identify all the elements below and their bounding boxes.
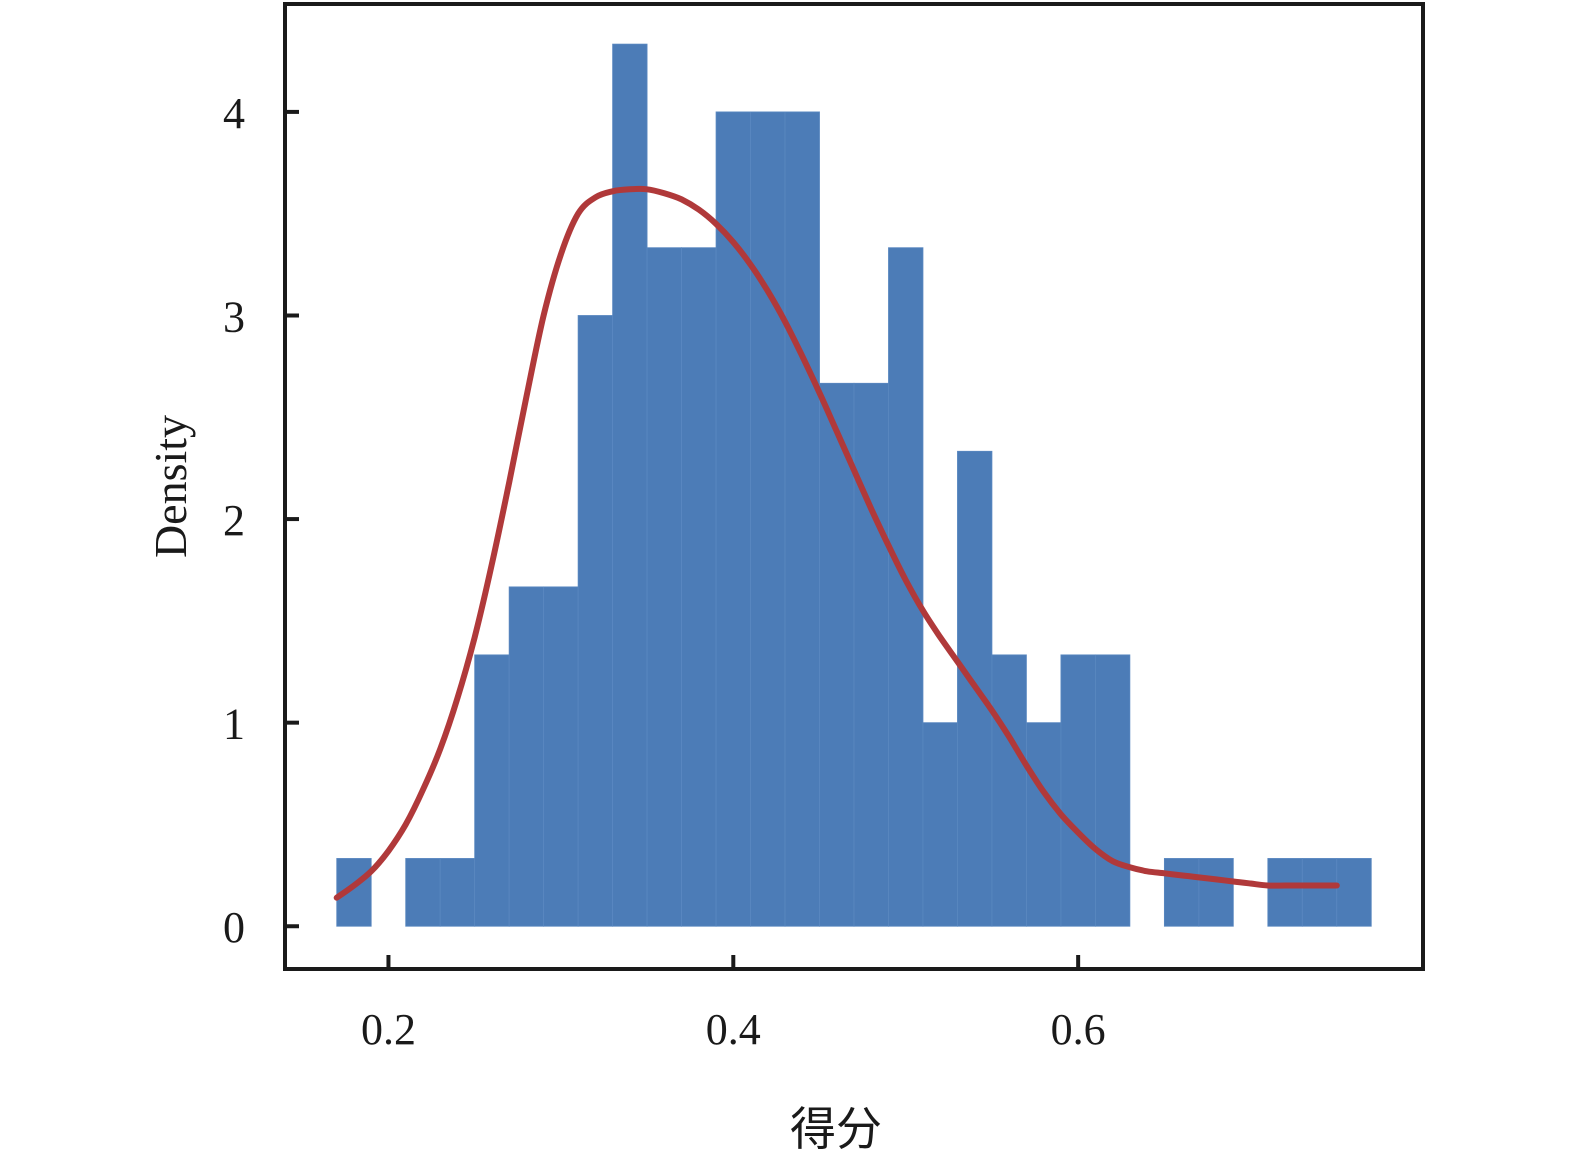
histogram-bar [681,247,717,927]
histogram-bar [474,654,510,927]
histogram-bar [1163,858,1200,927]
histogram-bar [1301,858,1338,927]
y-axis-title: Density [145,415,196,558]
y-tick-label: 3 [223,292,245,341]
kde-curve [333,185,1340,901]
x-tick-label: 0.4 [706,1005,761,1054]
histogram-bar [1336,858,1372,927]
histogram-bar [1094,654,1131,927]
histogram-bars [336,43,1372,927]
histogram-bar [577,315,614,927]
y-tick-label: 4 [223,89,245,138]
histogram-bar [784,111,820,927]
histogram-bar [1060,654,1096,927]
histogram-bar [1267,858,1303,927]
x-tick-label: 0.6 [1051,1005,1106,1054]
plot-frame [283,2,1425,971]
histogram-bar [888,247,924,927]
x-axis-ticks: 0.2 0.4 0.6 [361,955,1106,1054]
y-tick-label: 2 [223,496,245,545]
histogram-bar [819,382,855,927]
histogram-bar [750,111,786,927]
histogram-bar [922,722,958,927]
histogram-bar [991,654,1027,927]
histogram-bar [405,858,441,927]
histogram-bar [1026,722,1062,927]
y-tick-label: 1 [223,700,245,749]
histogram-bar [439,858,476,927]
histogram-bar [508,586,545,927]
histogram-bar [1198,858,1234,927]
y-axis-ticks: 0 1 2 3 4 [223,89,299,952]
x-tick-label: 0.2 [361,1005,416,1054]
x-axis-title: 得分 [790,1104,882,1155]
histogram-bar [612,43,648,927]
kde-curve-layer [333,185,1340,901]
histogram-bar [543,586,579,927]
histogram-bar [715,111,751,927]
y-tick-label: 0 [223,903,245,952]
histogram-bar [853,382,889,927]
histogram-bar [646,247,682,927]
